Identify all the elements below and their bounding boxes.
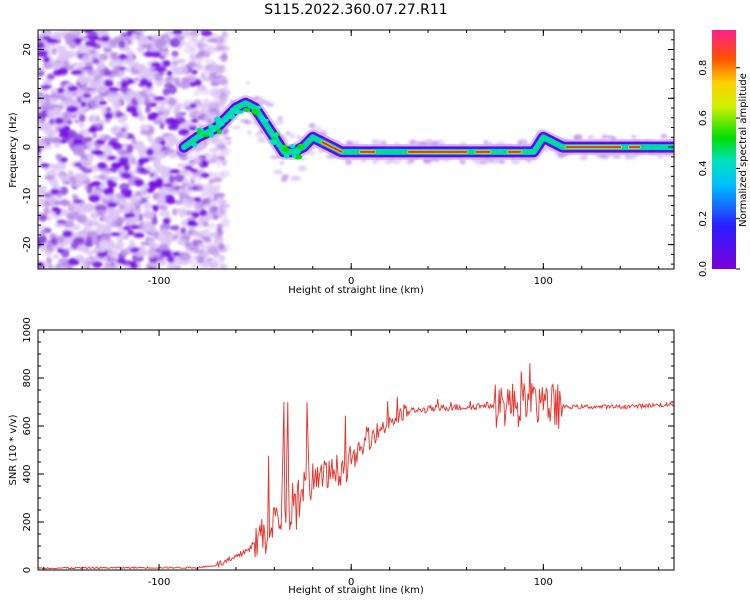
spectrogram-y-tick-label: 20 (22, 43, 33, 56)
snr-plot-area (38, 363, 674, 570)
snr-y-tick-label: 200 (22, 512, 33, 531)
spectrogram-frame (37, 29, 675, 270)
spectrogram-x-tick-label: 0 (348, 276, 354, 287)
colorbar-tick-label: 0.0 (698, 261, 709, 277)
colorbar-tick-label: 0.4 (698, 160, 709, 176)
colorbar-gradient (712, 30, 736, 269)
snr-frame (37, 329, 675, 571)
snr-ylabel: SNR (10 * v/v) (8, 414, 19, 485)
spectrogram-x-tick-label: 100 (534, 276, 553, 287)
snr-series-line (38, 363, 674, 570)
figure-title: S115.2022.360.07.27.R11 (264, 2, 447, 18)
spectrogram-y-tick-label: 10 (22, 92, 33, 105)
snr-y-tick-label: 800 (22, 368, 33, 387)
colorbar-tick-label: 0.8 (698, 60, 709, 76)
spectrogram-y-tick-label: -20 (22, 236, 33, 252)
snr-x-tick-label: -100 (148, 577, 171, 588)
colorbar-tick-label: 0.6 (698, 110, 709, 126)
snr-x-tick-label: 100 (534, 577, 553, 588)
spectrogram-x-tick-label: -100 (148, 276, 171, 287)
snr-y-tick-label: 0 (22, 567, 33, 573)
spectrogram-y-tick-label: -10 (22, 188, 33, 204)
spectrogram-ylabel: Frequency (Hz) (8, 112, 19, 188)
spectrogram-ridge-peak (321, 141, 343, 153)
colorbar-label: Normalized spectral amplitude (738, 73, 749, 227)
spectrogram-xlabel: Height of straight line (km) (288, 285, 424, 296)
colorbar: 0.0 0.2 0.4 0.6 0.8 Normalized spectral ampl… (698, 30, 749, 277)
snr-xlabel: Height of straight line (km) (288, 585, 424, 596)
spectrogram-plot-area (38, 30, 674, 269)
snr-y-tick-label: 600 (22, 416, 33, 435)
spectrogram-y-tick-label: 0 (22, 144, 33, 150)
colorbar-tick-label: 0.2 (698, 211, 709, 227)
colorbar-ticks: 0.0 0.2 0.4 0.6 0.8 (698, 60, 740, 277)
snr-x-tick-label: 0 (348, 577, 354, 588)
snr-y-tick-label: 1000 (22, 317, 33, 342)
snr-y-tick-label: 400 (22, 464, 33, 483)
